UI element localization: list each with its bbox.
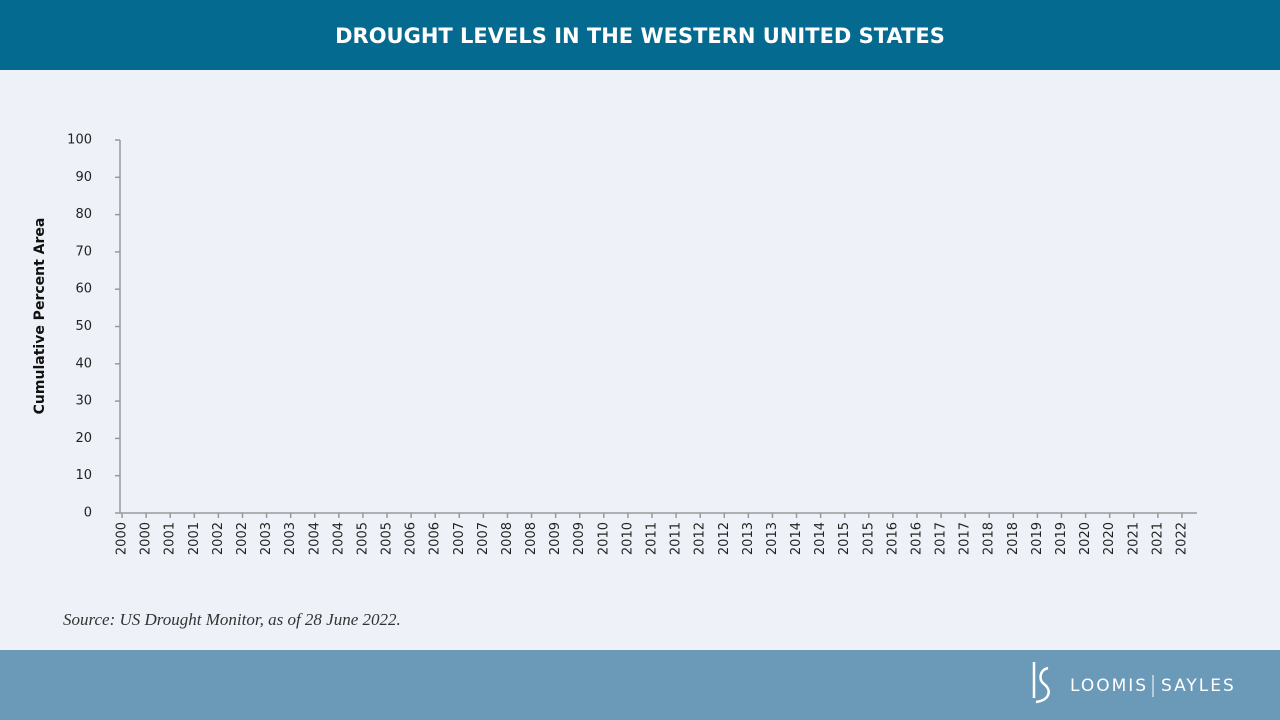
x-tick-label: 2010	[596, 522, 611, 555]
chart-title: DROUGHT LEVELS IN THE WESTERN UNITED STA…	[335, 24, 945, 48]
x-tick-label: 2008	[500, 522, 515, 555]
y-tick-label: 90	[75, 170, 92, 185]
x-tick-label: 2020	[1102, 522, 1117, 555]
logo-mark	[1032, 662, 1050, 704]
x-tick-label: 2019	[1054, 522, 1069, 555]
x-tick-label: 2002	[211, 522, 226, 555]
x-tick-label: 2017	[934, 522, 949, 555]
x-tick-label: 2019	[1030, 522, 1045, 555]
y-tick-label: 100	[67, 133, 92, 148]
y-tick-label: 80	[75, 207, 92, 222]
x-tick-label: 2009	[548, 522, 563, 555]
y-tick-label: 20	[75, 431, 92, 446]
y-tick-label: 60	[75, 282, 92, 297]
x-tick-label: 2003	[259, 522, 274, 555]
x-tick-label: 2007	[476, 522, 491, 555]
x-tick-label: 2010	[620, 522, 635, 555]
footer-bar	[0, 650, 1280, 720]
x-tick-label: 2003	[283, 522, 298, 555]
x-tick-label: 2017	[958, 522, 973, 555]
brand-left: LOOMIS	[1070, 676, 1148, 696]
x-tick-label: 2000	[115, 522, 130, 555]
x-tick-label: 2009	[572, 522, 587, 555]
x-tick-label: 2013	[765, 522, 780, 555]
x-tick-label: 2006	[428, 522, 443, 555]
y-tick-label: 10	[75, 468, 92, 483]
x-tick-label: 2015	[861, 522, 876, 555]
title-bar	[0, 0, 1280, 70]
y-axis-label: Cumulative Percent Area	[32, 218, 48, 415]
x-tick-label: 2001	[187, 522, 202, 555]
y-tick-label: 0	[84, 506, 92, 521]
x-tick-label: 2005	[355, 522, 370, 555]
x-tick-label: 2007	[452, 522, 467, 555]
x-tick-label: 2020	[1078, 522, 1093, 555]
x-tick-label: 2000	[139, 522, 154, 555]
x-tick-label: 2021	[1126, 522, 1141, 555]
x-tick-label: 2012	[693, 522, 708, 555]
x-tick-label: 2021	[1150, 522, 1165, 555]
x-tick-label: 2015	[837, 522, 852, 555]
x-tick-label: 2018	[982, 522, 997, 555]
x-tick-label: 2006	[404, 522, 419, 555]
x-tick-label: 2018	[1006, 522, 1021, 555]
x-tick-label: 2016	[885, 522, 900, 555]
x-tick-label: 2016	[909, 522, 924, 555]
x-tick-label: 2011	[645, 522, 660, 555]
x-tick-label: 2004	[307, 522, 322, 555]
brand-right: SAYLES	[1161, 676, 1236, 696]
y-tick-label: 30	[75, 394, 92, 409]
y-tick-label: 50	[75, 319, 92, 334]
source-note: Source: US Drought Monitor, as of 28 Jun…	[63, 610, 401, 629]
y-tick-label: 40	[75, 356, 92, 371]
x-tick-label: 2012	[717, 522, 732, 555]
x-tick-label: 2022	[1174, 522, 1189, 555]
x-tick-label: 2014	[813, 522, 828, 555]
x-tick-label: 2014	[789, 522, 804, 555]
x-tick-label: 2001	[163, 522, 178, 555]
x-tick-label: 2002	[235, 522, 250, 555]
y-tick-label: 70	[75, 244, 92, 259]
x-tick-label: 2004	[331, 522, 346, 555]
x-tick-label: 2008	[524, 522, 539, 555]
x-tick-label: 2005	[380, 522, 395, 555]
x-tick-label: 2011	[669, 522, 684, 555]
x-tick-label: 2013	[741, 522, 756, 555]
